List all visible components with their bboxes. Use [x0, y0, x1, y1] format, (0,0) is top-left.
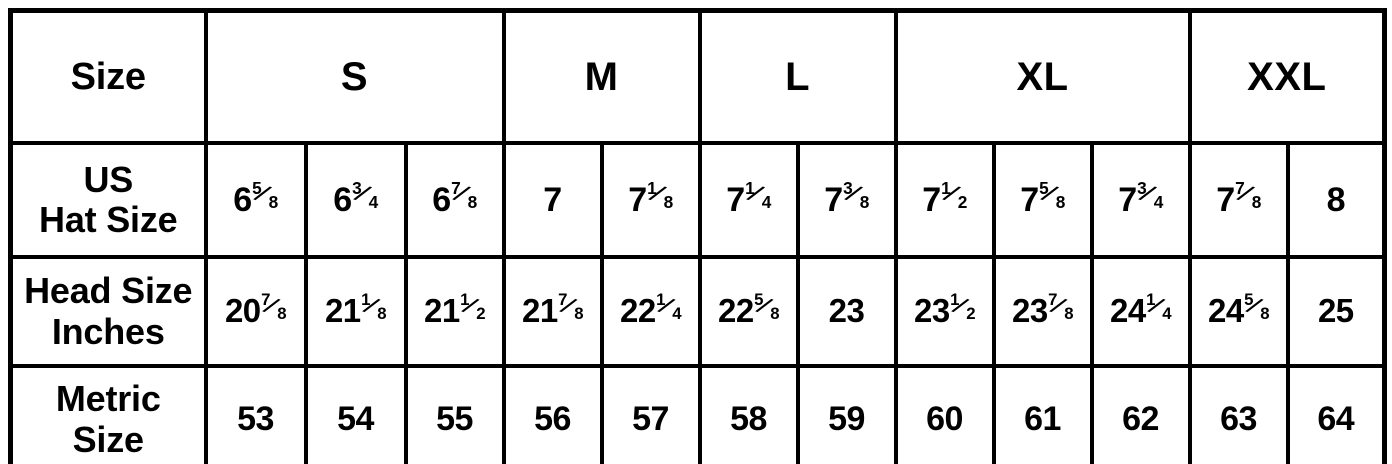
cell-metric-size-5: 58 [697, 364, 800, 464]
row-label-metric-size: Metric Size [8, 364, 208, 464]
cell-metric-size-8: 61 [991, 364, 1094, 464]
cell-us-hat-size-2: 6 7 ⁄ 8 [403, 141, 506, 259]
cell-metric-size-0: 53 [203, 364, 308, 464]
cell-head-size-inches-4: 22 1 ⁄ 4 [599, 255, 702, 368]
cell-head-size-inches-6: 23 [795, 255, 898, 368]
cell-metric-size-1: 54 [303, 364, 408, 464]
cell-head-size-inches-1: 21 1 ⁄ 8 [303, 255, 408, 368]
hat-size-table: Size S M L XL XXL US Hat Size 6 5 ⁄ 8 6 3 ⁄ 4 … [8, 8, 1388, 464]
cell-head-size-inches-5: 22 5 ⁄ 8 [697, 255, 800, 368]
cell-head-size-inches-0: 20 7 ⁄ 8 [203, 255, 308, 368]
table-row-head-size-inches: Head Size Inches 20 7 ⁄ 8 21 1 ⁄ 8 21 1 ⁄ 2 21 7 ⁄ 8… [8, 255, 1387, 368]
cell-head-size-inches-8: 23 7 ⁄ 8 [991, 255, 1094, 368]
group-header-s: S [203, 8, 506, 145]
cell-metric-size-9: 62 [1089, 364, 1192, 464]
cell-us-hat-size-4: 7 1 ⁄ 8 [599, 141, 702, 259]
cell-us-hat-size-10: 7 7 ⁄ 8 [1187, 141, 1290, 259]
cell-head-size-inches-7: 23 1 ⁄ 2 [893, 255, 996, 368]
cell-metric-size-6: 59 [795, 364, 898, 464]
corner-label-size: Size [8, 8, 208, 145]
cell-metric-size-10: 63 [1187, 364, 1290, 464]
cell-us-hat-size-7: 7 1 ⁄ 2 [893, 141, 996, 259]
cell-us-hat-size-8: 7 5 ⁄ 8 [991, 141, 1094, 259]
cell-us-hat-size-9: 7 3 ⁄ 4 [1089, 141, 1192, 259]
cell-metric-size-3: 56 [501, 364, 604, 464]
cell-metric-size-2: 55 [403, 364, 506, 464]
group-header-m: M [501, 8, 702, 145]
cell-us-hat-size-3: 7 [501, 141, 604, 259]
row-label-us-hat-size: US Hat Size [8, 141, 208, 259]
cell-head-size-inches-11: 25 [1285, 255, 1387, 368]
table-row-metric-size: Metric Size 53 54 55 56 57 58 59 60 61 6… [8, 364, 1387, 464]
group-header-xxl: XXL [1187, 8, 1387, 145]
cell-us-hat-size-5: 7 1 ⁄ 4 [697, 141, 800, 259]
cell-metric-size-4: 57 [599, 364, 702, 464]
cell-us-hat-size-0: 6 5 ⁄ 8 [203, 141, 308, 259]
group-header-l: L [697, 8, 898, 145]
table-row-size-groups: Size S M L XL XXL [8, 8, 1387, 145]
table-row-us-hat-size: US Hat Size 6 5 ⁄ 8 6 3 ⁄ 4 6 7 ⁄ 8 7 7 1 ⁄ 8 7 1 ⁄ 4 7… [8, 141, 1387, 259]
cell-us-hat-size-1: 6 3 ⁄ 4 [303, 141, 408, 259]
cell-head-size-inches-10: 24 5 ⁄ 8 [1187, 255, 1290, 368]
cell-head-size-inches-3: 21 7 ⁄ 8 [501, 255, 604, 368]
cell-metric-size-7: 60 [893, 364, 996, 464]
group-header-xl: XL [893, 8, 1192, 145]
cell-us-hat-size-11: 8 [1285, 141, 1387, 259]
row-label-head-size-inches: Head Size Inches [8, 255, 208, 368]
cell-us-hat-size-6: 7 3 ⁄ 8 [795, 141, 898, 259]
cell-head-size-inches-9: 24 1 ⁄ 4 [1089, 255, 1192, 368]
cell-head-size-inches-2: 21 1 ⁄ 2 [403, 255, 506, 368]
cell-metric-size-11: 64 [1285, 364, 1387, 464]
